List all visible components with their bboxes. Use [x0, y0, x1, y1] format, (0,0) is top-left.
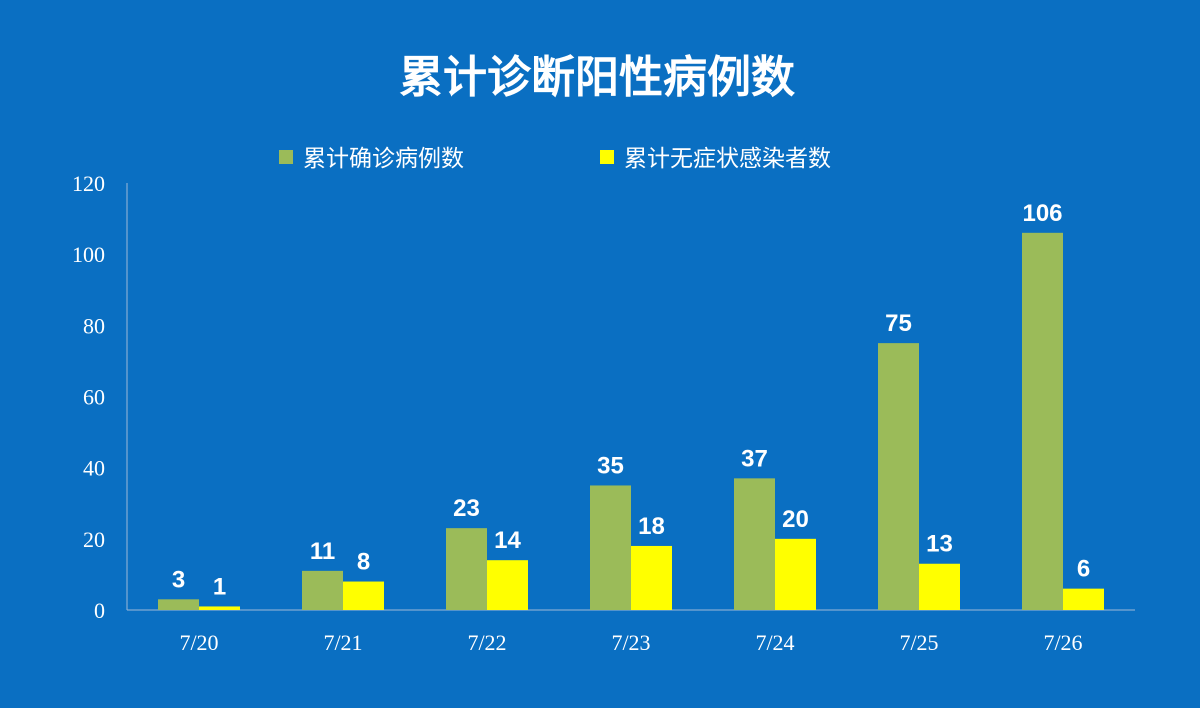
bar-confirmed [158, 599, 199, 610]
x-tick-label: 7/24 [755, 630, 794, 655]
chart-title: 累计诊断阳性病例数 [399, 52, 795, 103]
x-tick-label: 7/26 [1043, 630, 1082, 655]
bar-asymptomatic [631, 545, 672, 610]
data-label: 75 [885, 310, 912, 337]
legend-swatch [279, 150, 293, 164]
data-label: 20 [782, 506, 809, 533]
y-tick-label: 60 [83, 385, 105, 410]
bar-confirmed [734, 478, 775, 610]
legend-swatch [600, 150, 614, 164]
y-tick-label: 120 [72, 171, 105, 196]
x-tick-label: 7/21 [323, 630, 362, 655]
x-tick-label: 7/23 [611, 630, 650, 655]
x-tick-label: 7/22 [467, 630, 506, 655]
data-label: 3 [172, 566, 185, 593]
data-label: 14 [494, 527, 521, 554]
bar-asymptomatic [775, 538, 816, 610]
data-label: 37 [741, 445, 768, 472]
data-label: 11 [310, 538, 335, 565]
y-tick-label: 40 [83, 456, 105, 481]
y-tick-label: 20 [83, 527, 105, 552]
x-tick-label: 7/20 [179, 630, 218, 655]
bar-asymptomatic [919, 563, 960, 610]
legend-label: 累计确诊病例数 [303, 146, 464, 172]
data-label: 8 [357, 549, 370, 576]
y-tick-label: 100 [72, 242, 105, 267]
data-label: 1 [213, 573, 226, 600]
bar-confirmed [878, 343, 919, 610]
bar-asymptomatic [343, 581, 384, 610]
bar-confirmed [590, 485, 631, 610]
data-label: 13 [926, 531, 953, 558]
y-tick-label: 80 [83, 313, 105, 338]
legend-label: 累计无症状感染者数 [624, 146, 831, 172]
legend: 累计确诊病例数 累计无症状感染者数 [279, 146, 831, 172]
x-tick-label: 7/25 [899, 630, 938, 655]
data-label: 6 [1077, 556, 1090, 583]
bar-asymptomatic [487, 560, 528, 610]
y-tick-label: 0 [94, 598, 105, 623]
data-label: 106 [1022, 200, 1062, 227]
data-label: 23 [453, 495, 480, 522]
data-label: 35 [597, 452, 624, 479]
data-label: 18 [638, 513, 665, 540]
bar-confirmed [446, 528, 487, 610]
bar-asymptomatic [199, 606, 240, 610]
bar-confirmed [1022, 232, 1063, 611]
bar-confirmed [302, 570, 343, 610]
bar-asymptomatic [1063, 588, 1104, 610]
